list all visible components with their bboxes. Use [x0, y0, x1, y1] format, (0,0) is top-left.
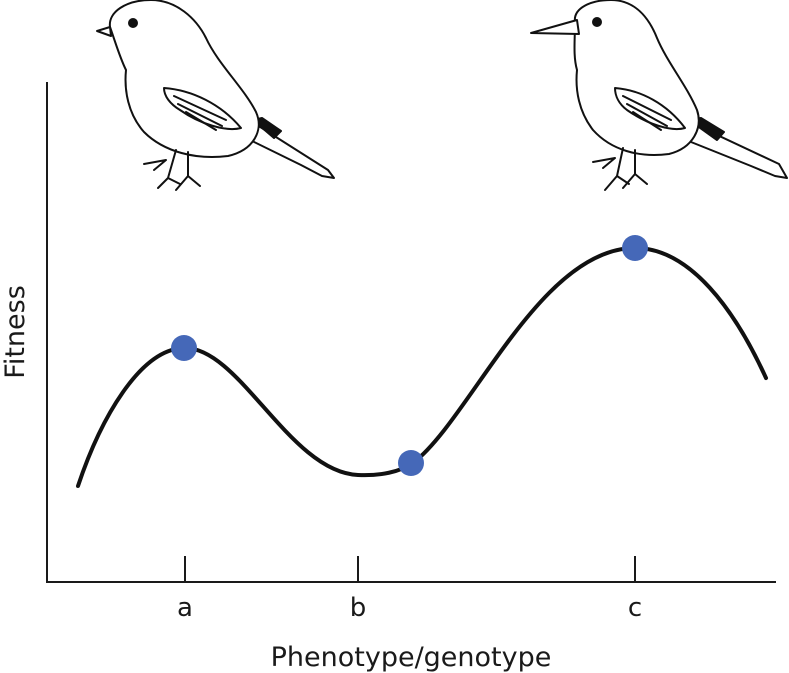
y-axis-title: Fitness [0, 285, 31, 379]
x-tick-label-b: b [350, 593, 367, 623]
long-beaked-bird-illustration [530, 0, 788, 191]
fitness-point-b [398, 450, 424, 476]
short-beaked-bird-illustration [96, 0, 335, 191]
fitness-point-a [171, 335, 197, 361]
x-axis-title: Phenotype/genotype [271, 642, 552, 673]
x-tick-label-a: a [177, 593, 193, 623]
axes [46, 82, 776, 583]
fitness-curve [76, 245, 768, 488]
fitness-point-c [622, 235, 648, 261]
x-tick-label-c: c [628, 593, 642, 623]
